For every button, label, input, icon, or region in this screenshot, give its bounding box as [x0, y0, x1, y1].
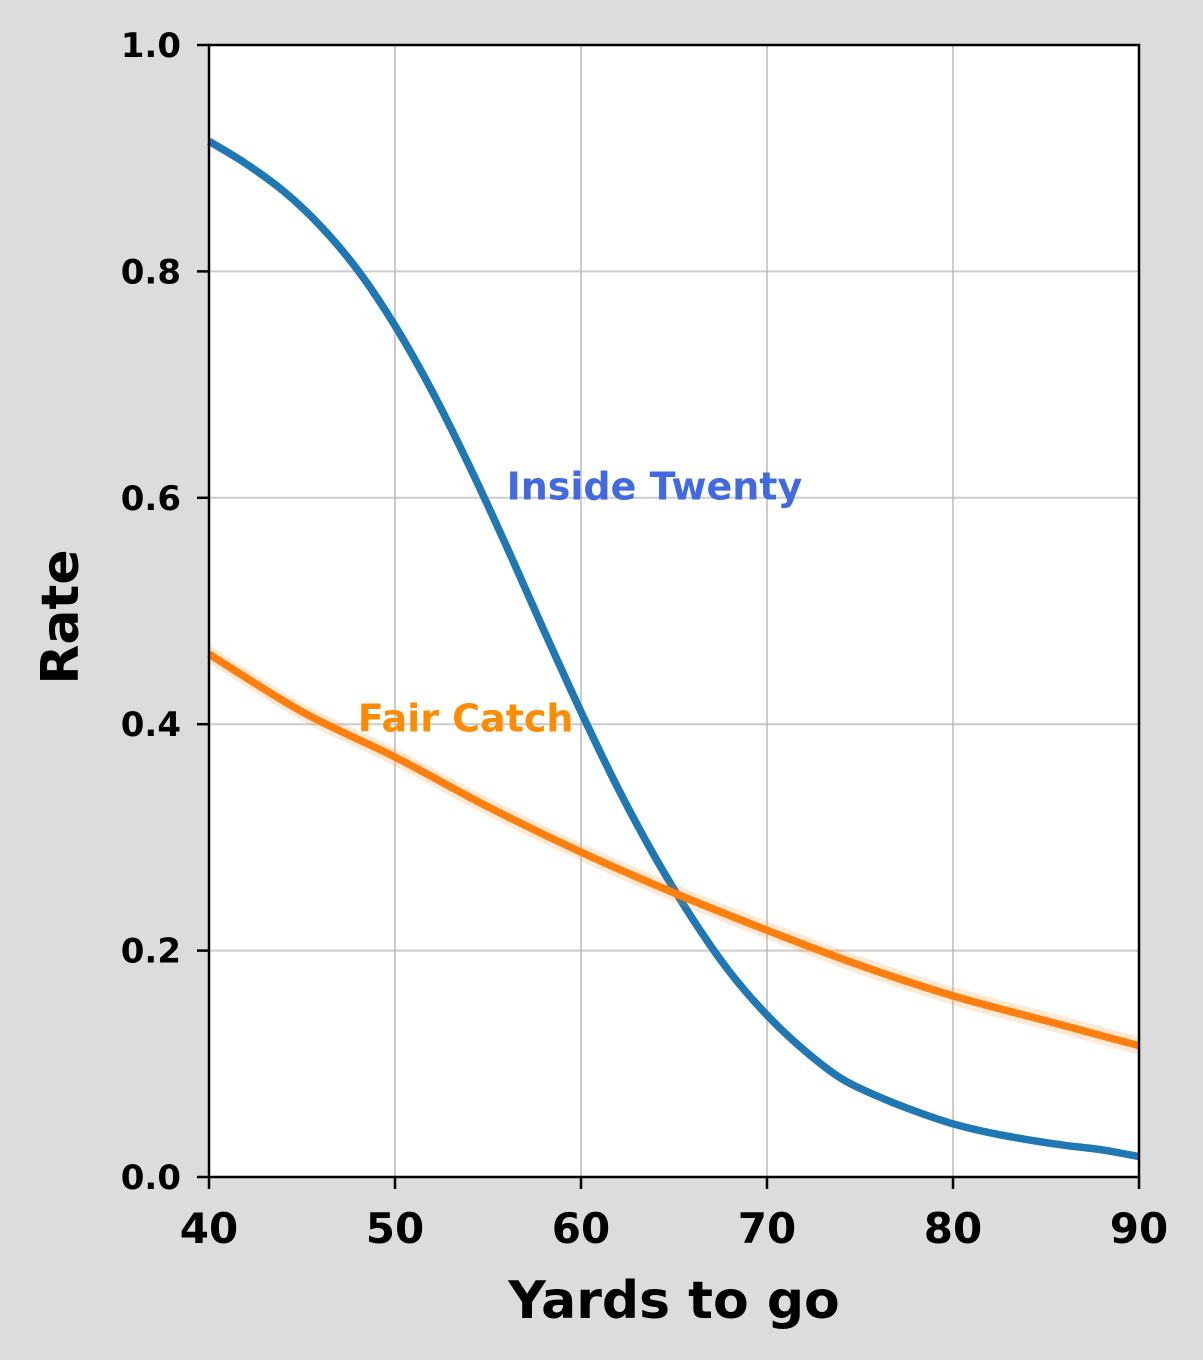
annotations: Inside Twenty Fair Catch [358, 464, 803, 740]
y-tick-label: 0.4 [121, 705, 181, 745]
fair-catch-confidence-band [209, 644, 1139, 1055]
x-tick-label: 60 [552, 1204, 610, 1253]
x-tick-label: 40 [180, 1204, 238, 1253]
ticks: 40 50 60 70 80 90 0.0 0.2 0.4 0.6 0.8 1.0 [121, 26, 1168, 1253]
y-tick-label: 0.0 [121, 1158, 181, 1198]
y-axis-title: Rate [31, 549, 91, 684]
plot-frame [207, 43, 1141, 1179]
x-tick-label: 70 [738, 1204, 796, 1253]
fair-catch-label: Fair Catch [358, 697, 574, 741]
plot-area-background [209, 45, 1139, 1177]
fair-catch-line [207, 650, 1140, 1050]
y-tick-label: 0.8 [121, 252, 181, 292]
y-tick-label: 0.2 [121, 932, 181, 972]
grid [208, 44, 1140, 1178]
x-tick-label: 90 [1110, 1204, 1168, 1253]
x-tick-label: 80 [924, 1204, 982, 1253]
y-tick-label: 1.0 [121, 26, 181, 66]
inside-twenty-line [207, 138, 1140, 1161]
inside-twenty-label: Inside Twenty [507, 464, 803, 508]
y-tick-label: 0.6 [121, 479, 181, 519]
x-axis-title: Yards to go [507, 1271, 840, 1331]
x-tick-label: 50 [366, 1204, 424, 1253]
series-layer [207, 138, 1140, 1161]
